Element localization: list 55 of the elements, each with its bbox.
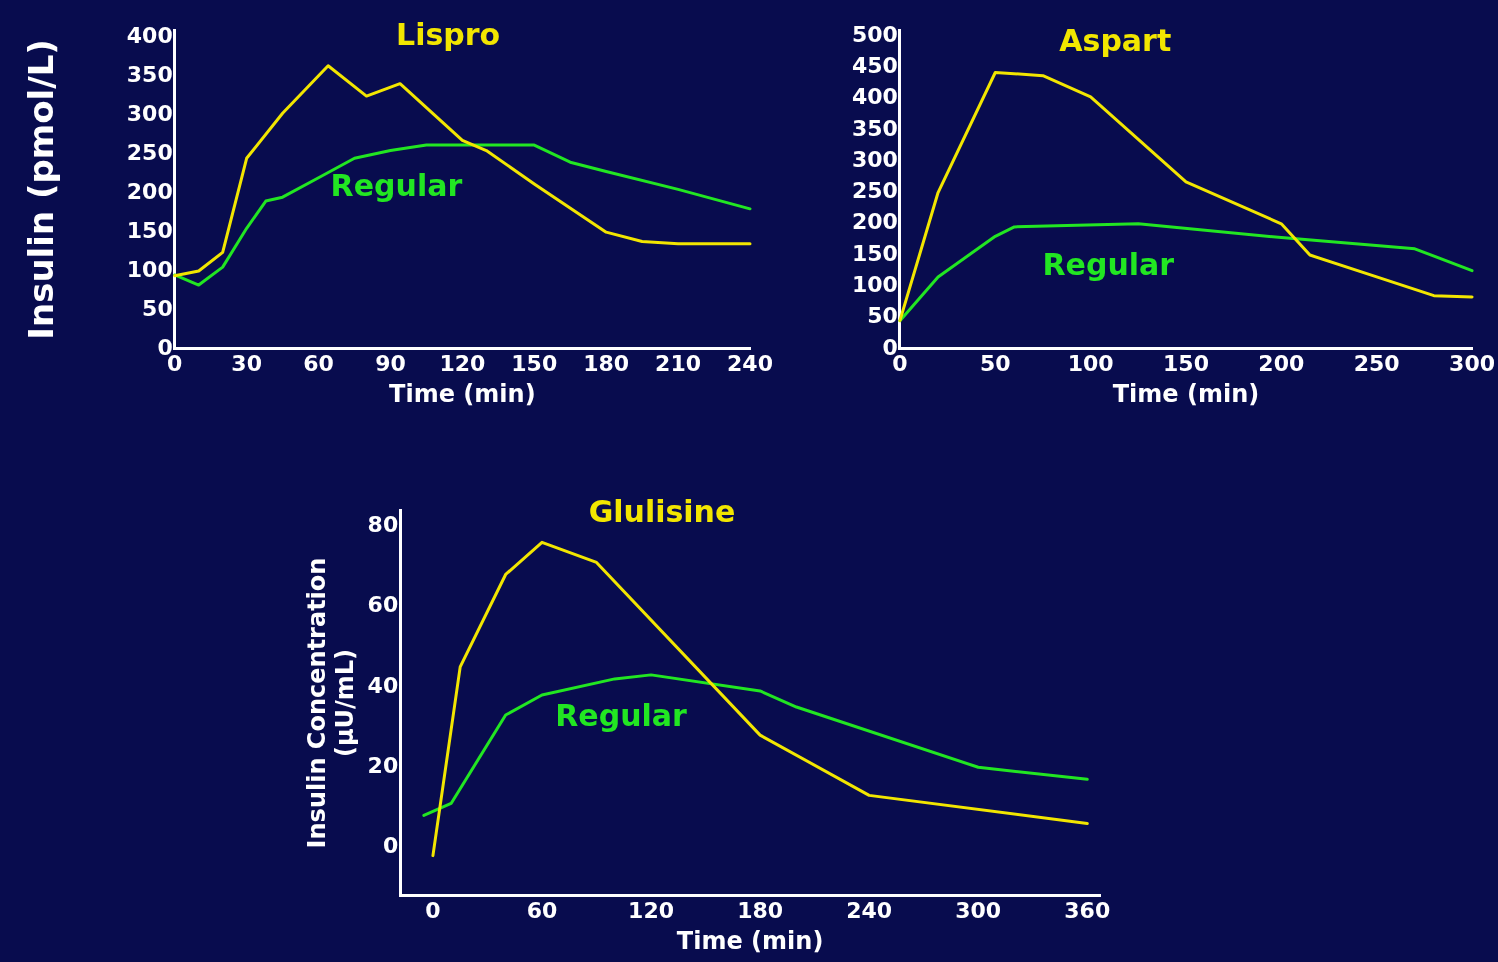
x-tick-label: 150 (511, 350, 558, 376)
x-axis-title: Time (min) (1112, 379, 1260, 408)
x-tick-label: 180 (737, 897, 784, 923)
x-axis-title: Time (min) (389, 379, 536, 408)
x-tick-label: 240 (727, 350, 773, 376)
y-tick-label: 0 (382, 833, 399, 859)
y-tick-label: 60 (367, 592, 399, 618)
x-tick-label: 200 (1258, 350, 1305, 376)
y-tick-label: 100 (851, 272, 898, 298)
series-label: Regular (330, 167, 463, 203)
x-tick-label: 300 (955, 897, 1002, 923)
y-tick-label: 250 (851, 178, 898, 204)
x-tick-label: 60 (303, 350, 334, 376)
x-tick-label: 210 (655, 350, 702, 376)
y-tick-label: 200 (126, 179, 173, 205)
y-tick-label: 20 (367, 752, 399, 778)
y-tick-label: 400 (126, 23, 173, 49)
y-tick-label: 200 (851, 209, 898, 235)
y-tick-label: 300 (851, 146, 898, 172)
y-tick-label: 350 (851, 115, 898, 141)
x-tick-label: 100 (1067, 350, 1114, 376)
x-tick-label: 30 (231, 350, 262, 376)
x-tick-label: 120 (439, 350, 486, 376)
x-tick-label: 60 (526, 897, 558, 923)
series-label: Lispro (396, 16, 501, 52)
series-label: Aspart (1059, 23, 1172, 59)
x-tick-label: 250 (1353, 350, 1400, 376)
y-tick-label: 80 (367, 511, 399, 537)
y-tick-label: 500 (851, 21, 898, 47)
x-tick-label: 90 (375, 350, 406, 376)
x-tick-label: 300 (1449, 350, 1496, 376)
y-tick-label: 100 (126, 256, 173, 282)
x-tick-label: 150 (1163, 350, 1209, 376)
x-tick-label: 120 (628, 897, 675, 923)
x-axis-title: Time (min) (676, 926, 824, 955)
x-tick-label: 240 (846, 897, 893, 923)
y-tick-label: 50 (142, 295, 173, 321)
y-tick-label: 50 (867, 303, 898, 329)
x-tick-label: 360 (1064, 897, 1111, 923)
y-tick-label: 350 (126, 62, 173, 88)
y-tick-label: 450 (851, 53, 898, 79)
series-label: Regular (555, 697, 688, 733)
y-tick-label: 40 (367, 672, 399, 698)
y-axis-title: Insulin (pmol/L) (21, 39, 62, 340)
x-tick-label: 0 (425, 897, 441, 923)
series-label: Glulisine (588, 493, 736, 529)
y-tick-label: 400 (851, 84, 898, 110)
x-tick-label: 50 (979, 350, 1011, 376)
y-axis-title: Insulin Concentration (µU/mL) (302, 557, 360, 849)
x-tick-label: 180 (583, 350, 630, 376)
y-tick-label: 150 (126, 217, 173, 243)
series-label: Regular (1042, 246, 1175, 282)
y-tick-label: 150 (851, 240, 898, 266)
y-tick-label: 300 (126, 101, 173, 127)
y-tick-label: 250 (126, 140, 173, 166)
